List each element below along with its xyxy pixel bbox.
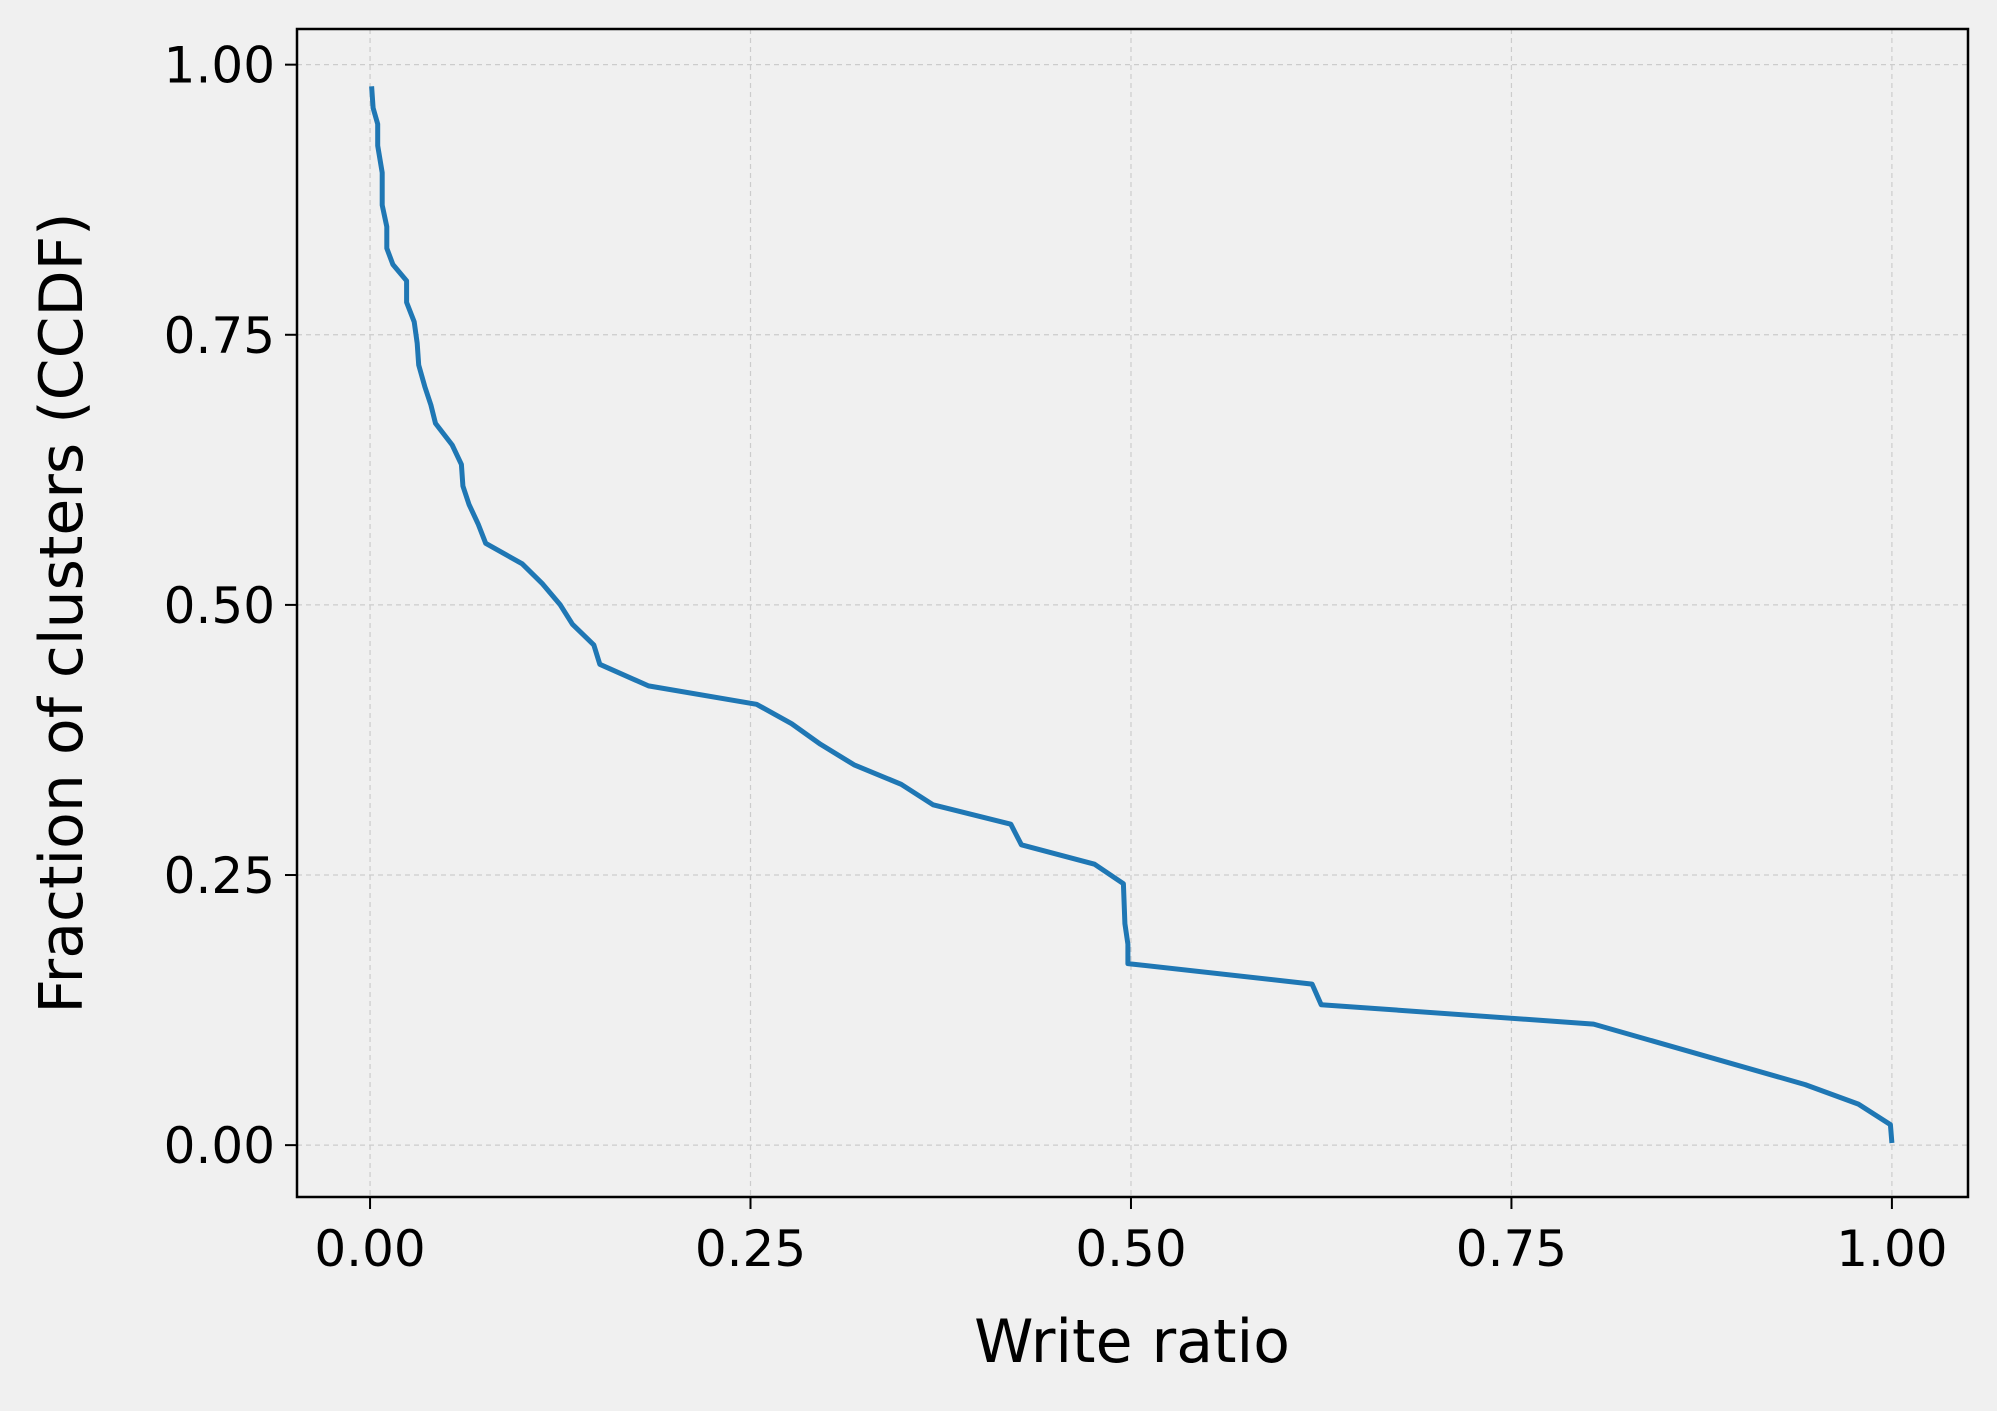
x-tick-label: 0.00 [314, 1220, 425, 1278]
x-tick-label: 0.75 [1456, 1220, 1567, 1278]
y-tick-label: 0.75 [164, 307, 275, 365]
y-tick-label: 0.25 [164, 847, 275, 905]
x-axis-title: Write ratio [974, 1307, 1290, 1377]
y-tick-label: 0.50 [164, 577, 275, 635]
ticks: 0.00 0.25 0.50 0.75 1.00 0.00 0.25 0.50 0.75 1.00 [164, 37, 1948, 1278]
series-layer [369, 86, 1895, 1144]
y-tick-label: 1.00 [164, 37, 275, 95]
grid [297, 29, 1968, 1197]
ccdf-line [369, 86, 1895, 1144]
y-tick-label: 0.00 [164, 1117, 275, 1175]
x-tick-label: 0.50 [1075, 1220, 1186, 1278]
y-axis-title: Fraction of clusters (CCDF) [27, 212, 97, 1013]
x-tick-label: 0.25 [695, 1220, 806, 1278]
x-tick-label: 1.00 [1836, 1220, 1947, 1278]
plot-frame [295, 27, 1970, 1199]
